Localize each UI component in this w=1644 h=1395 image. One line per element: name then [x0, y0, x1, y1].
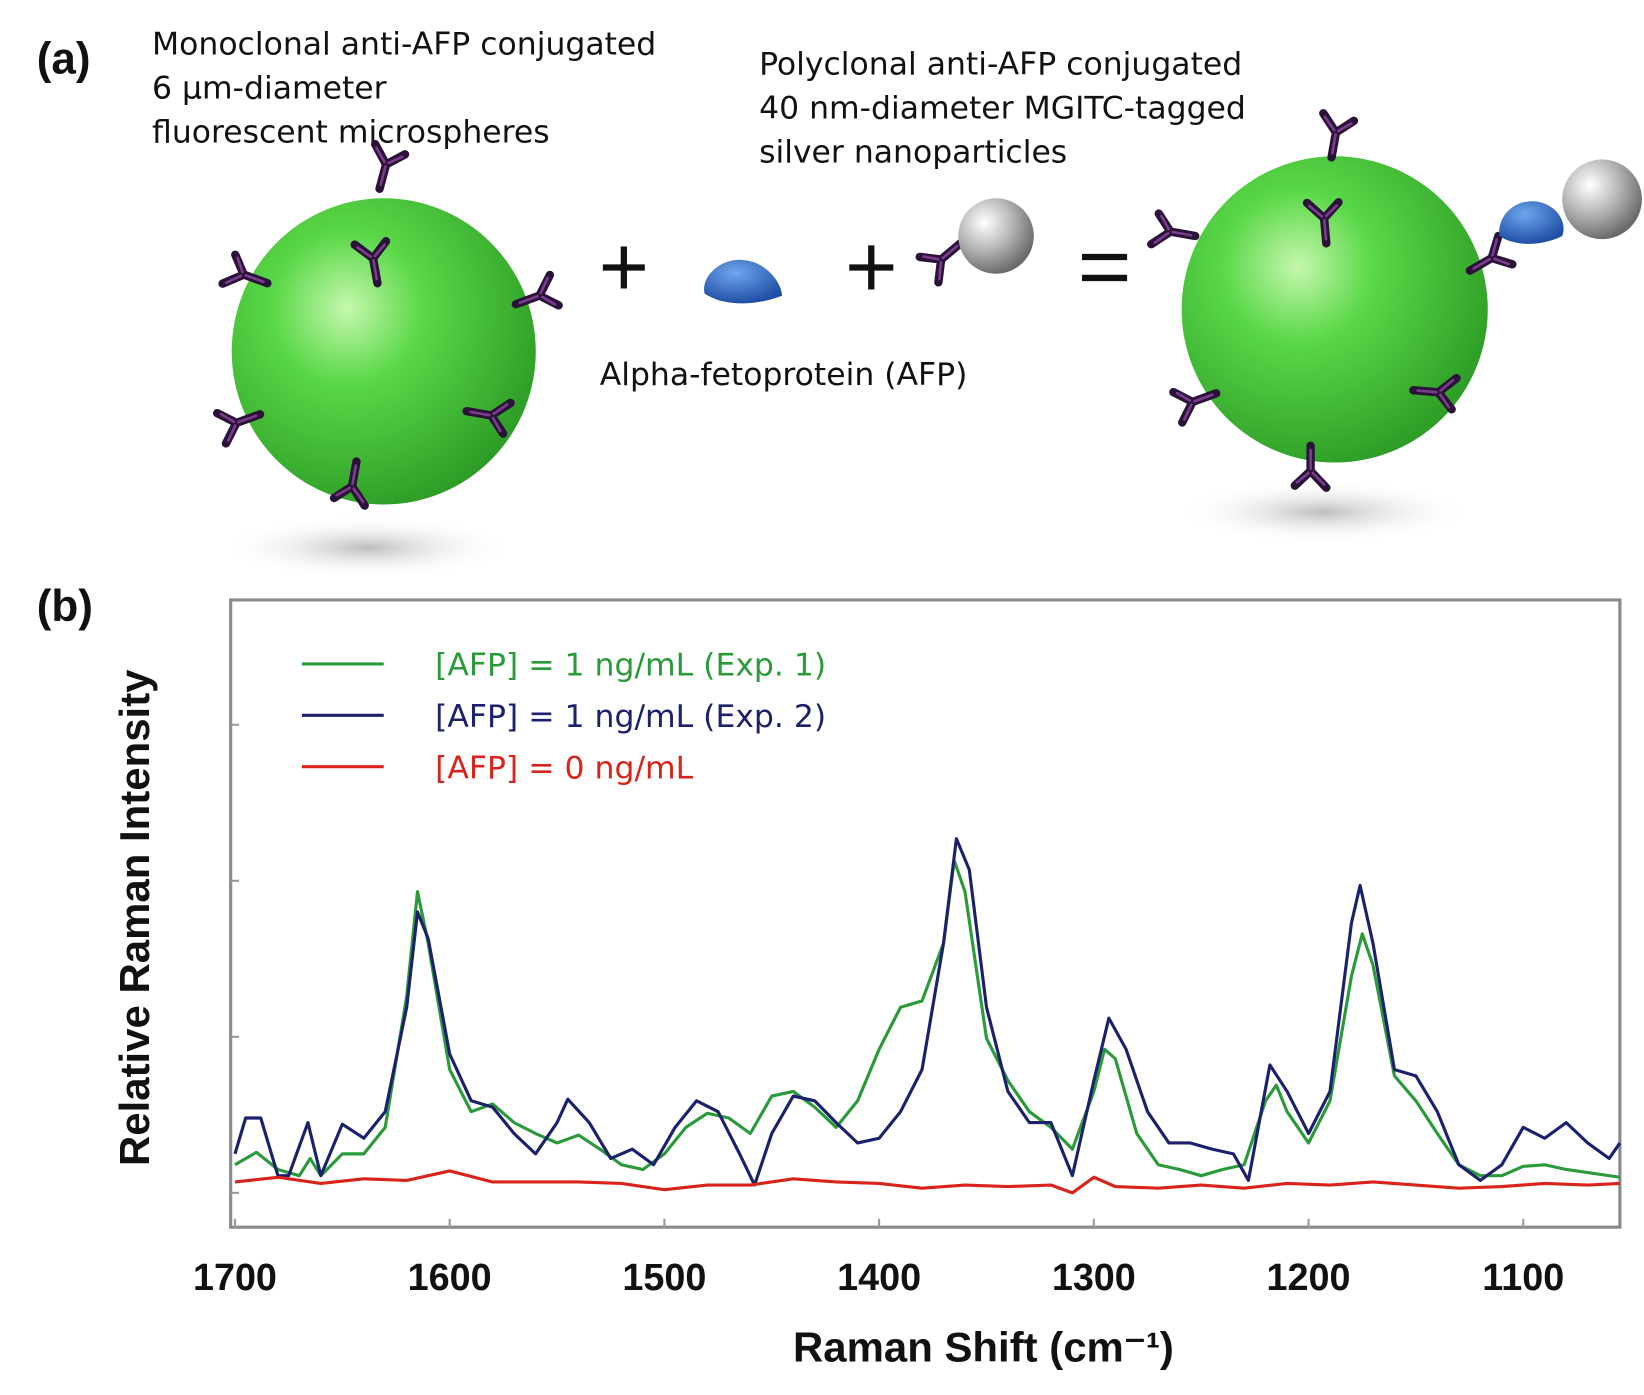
nanoparticle-label: 40 nm-diameter MGITC-tagged — [759, 91, 1246, 127]
microsphere-label: 6 µm-diameter — [152, 71, 387, 107]
series-line — [233, 837, 1622, 1187]
protein-label: Alpha-fetoprotein (AFP) — [600, 357, 968, 393]
y-axis-label: Relative Raman Intensity — [111, 669, 158, 1166]
legend-label: [AFP] = 1 ng/mL (Exp. 1) — [435, 647, 826, 683]
x-axis-label: Raman Shift (cm⁻¹) — [793, 1323, 1174, 1370]
series-line — [234, 1169, 1620, 1195]
x-tick-label: 1500 — [622, 1256, 706, 1298]
legend-label: [AFP] = 1 ng/mL (Exp. 2) — [435, 699, 826, 735]
panel-label: (a) — [37, 34, 91, 83]
x-tick-label: 1600 — [408, 1256, 492, 1298]
microsphere-label: Monoclonal anti-AFP conjugated — [152, 27, 656, 63]
panel-label: (b) — [37, 582, 93, 631]
microsphere-label: fluorescent microspheres — [152, 115, 550, 151]
nanoparticle-label: silver nanoparticles — [759, 135, 1067, 171]
plot-frame — [229, 598, 1622, 1229]
illustration — [215, 113, 1642, 579]
x-tick-label: 1200 — [1267, 1256, 1351, 1298]
x-tick-label: 1300 — [1052, 1256, 1136, 1298]
nanoparticle-label: Polyclonal anti-AFP conjugated — [759, 46, 1242, 82]
legend-label: [AFP] = 0 ng/mL — [435, 750, 694, 786]
x-tick-label: 1700 — [193, 1256, 277, 1298]
x-tick-label: 1100 — [1482, 1256, 1564, 1298]
x-tick-label: 1400 — [837, 1256, 921, 1298]
